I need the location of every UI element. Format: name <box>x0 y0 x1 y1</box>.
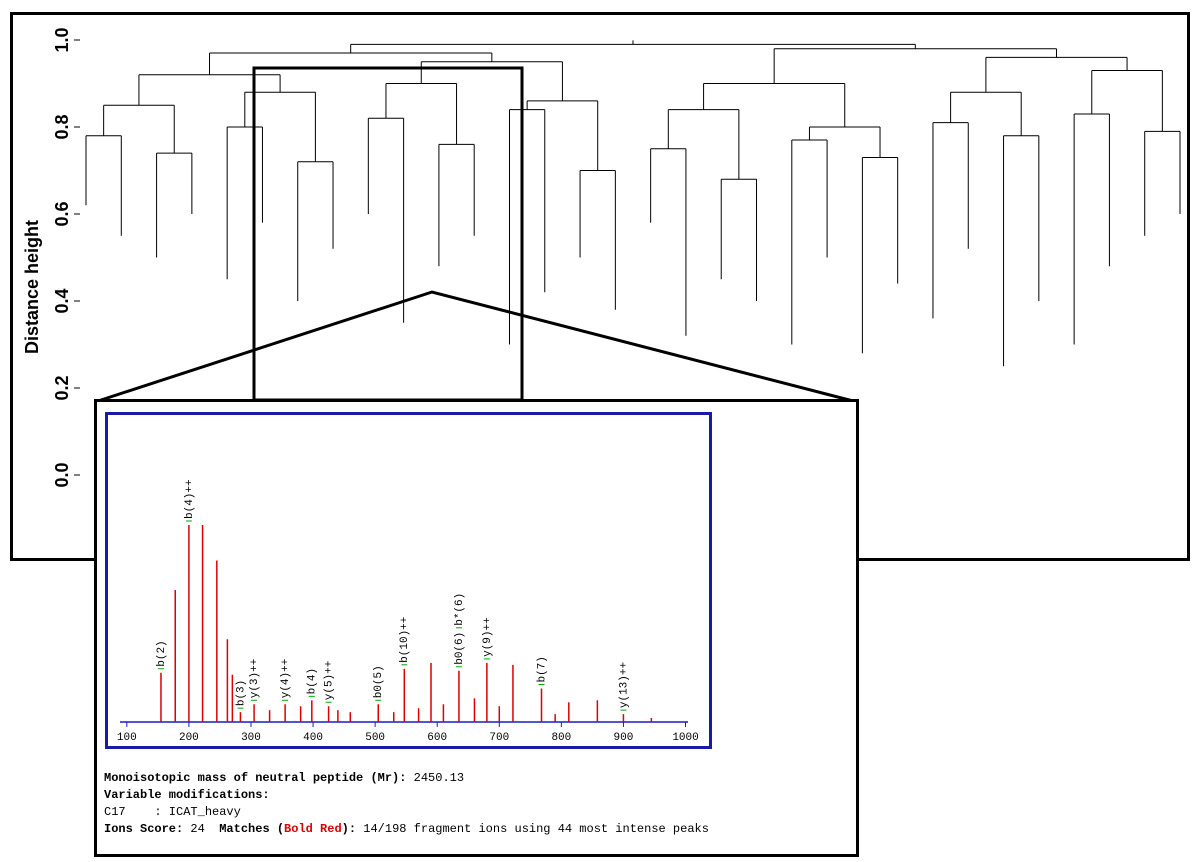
annotation: y(5)++ <box>323 661 335 701</box>
label: Bold Red <box>284 822 342 836</box>
annotation: b(4) <box>307 668 319 694</box>
x-tick-label: 600 <box>427 732 447 744</box>
annotation: b(4)++ <box>184 479 196 519</box>
annotation: y(3)++ <box>249 659 261 699</box>
dendrogram: 0.0 0.2 0.4 0.6 0.8 1.0 <box>52 27 1181 488</box>
x-tick-label: 800 <box>551 732 571 744</box>
mod-line: C17 : ICAT_heavy <box>104 804 844 821</box>
annotation: b0(5) <box>373 665 385 698</box>
label: Monoisotopic mass of neutral peptide (Mr… <box>104 771 407 785</box>
label: Ions Score: <box>104 822 184 836</box>
y-tick-label: 0.2 <box>52 375 72 400</box>
value: 14/198 fragment ions using 44 most inten… <box>363 822 709 836</box>
label: ): <box>341 822 357 836</box>
y-tick-label: 0.4 <box>52 288 72 313</box>
mass-line: Monoisotopic mass of neutral peptide (Mr… <box>104 770 844 787</box>
spectrum: 100 200 300 400 500 600 700 800 900 1000 b(2) b(4)+… <box>117 479 699 744</box>
details: Monoisotopic mass of neutral peptide (Mr… <box>104 770 844 838</box>
x-tick-label: 500 <box>365 732 385 744</box>
annotation: b0(6) <box>454 632 466 665</box>
value: 24 <box>190 822 205 836</box>
value: C17 : ICAT_heavy <box>104 805 241 819</box>
annotation: b(7) <box>536 656 548 682</box>
value: 2450.13 <box>413 771 465 785</box>
mods-line: Variable modifications: <box>104 787 844 804</box>
x-tick-label: 400 <box>303 732 323 744</box>
spectrum-frame <box>105 412 712 749</box>
label: Variable modifications: <box>104 788 270 802</box>
score-line: Ions Score: 24 Matches (Bold Red): 14/19… <box>104 821 844 838</box>
annotation: b(3) <box>235 680 247 706</box>
x-tick-label: 200 <box>179 732 199 744</box>
annotation: b*(6) <box>454 593 466 626</box>
annotation: y(13)++ <box>618 662 630 708</box>
annotation: b(2) <box>156 640 168 666</box>
x-tick-label: 700 <box>489 732 509 744</box>
annotation: y(4)++ <box>280 659 292 699</box>
y-tick-label: 1.0 <box>52 27 72 52</box>
label: Matches ( <box>219 822 285 836</box>
x-tick-label: 100 <box>117 732 137 744</box>
annotation: b(10)++ <box>399 617 411 663</box>
x-tick-label: 300 <box>241 732 261 744</box>
y-axis-title: Distance height <box>22 220 42 354</box>
y-tick-label: 0.6 <box>52 201 72 226</box>
annotation: y(9)++ <box>482 617 494 657</box>
x-tick-label: 1000 <box>672 732 698 744</box>
x-tick-label: 900 <box>614 732 634 744</box>
y-tick-label: 0.0 <box>52 462 72 487</box>
y-tick-label: 0.8 <box>52 114 72 139</box>
zoom-lines <box>94 290 858 404</box>
